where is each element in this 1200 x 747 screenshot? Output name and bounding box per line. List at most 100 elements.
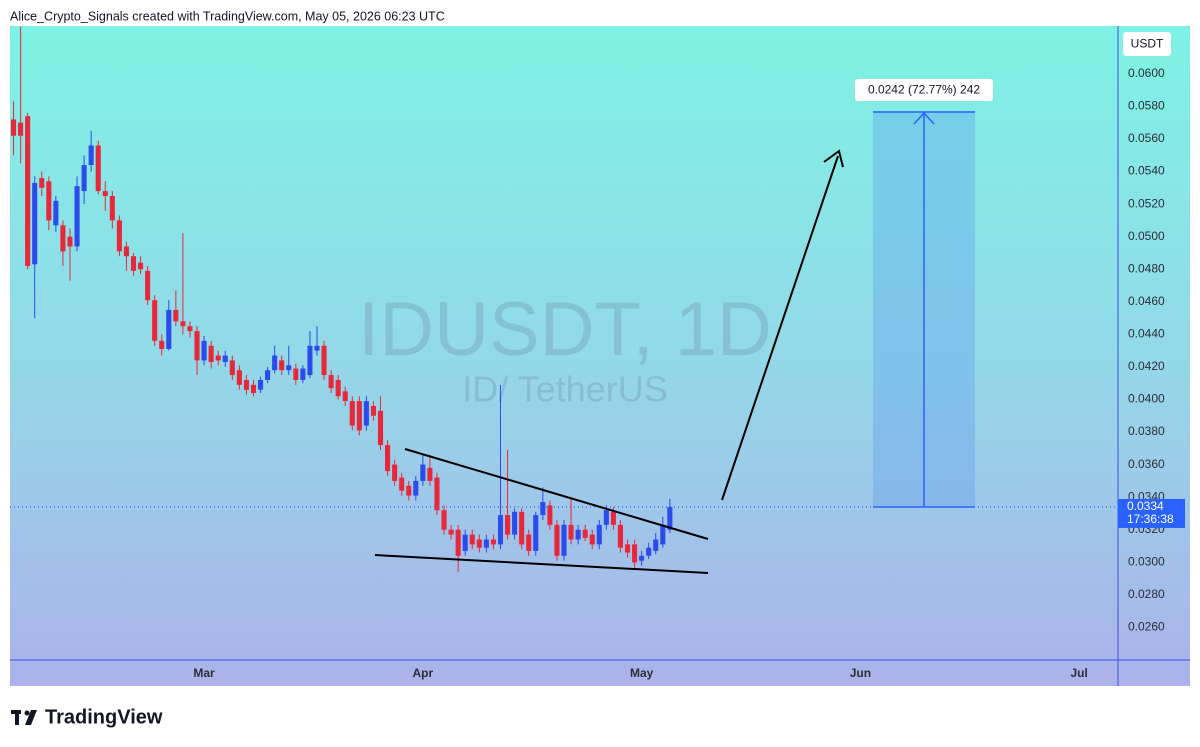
candle-body (46, 181, 52, 221)
candle-body (60, 225, 66, 252)
logo-text: TradingView (45, 706, 163, 728)
candle-body (159, 340, 165, 350)
candle-body (363, 401, 369, 426)
candle-body (180, 321, 186, 327)
watermark-title: IDUSDT, 1D (358, 287, 772, 372)
x-tick-label: May (630, 666, 654, 680)
candle-body (293, 368, 299, 380)
y-tick-label: 0.0380 (1128, 424, 1165, 438)
candle-body (265, 370, 271, 380)
y-tick-label: 0.0360 (1128, 457, 1165, 471)
currency-label: USDT (1131, 37, 1164, 51)
candle-body (554, 524, 560, 556)
candle-body (272, 355, 278, 371)
watermark-subtitle: ID/ TetherUS (462, 369, 667, 410)
candle-body (123, 246, 129, 257)
candle-body (469, 534, 475, 545)
candle-body (279, 360, 285, 371)
candle-body (455, 529, 461, 556)
candle-body (540, 502, 546, 516)
y-tick-label: 0.0560 (1128, 131, 1165, 145)
candle-body (349, 401, 355, 426)
candle-body (568, 524, 574, 540)
candle-body (392, 464, 398, 481)
y-tick-label: 0.0300 (1128, 554, 1165, 568)
header-text: Alice_Crypto_Signals created with Tradin… (10, 9, 445, 23)
logo-mark (15, 710, 19, 725)
candle-body (201, 340, 207, 361)
candle-body (575, 529, 581, 540)
candle-body (95, 145, 101, 192)
candle-body (617, 524, 623, 548)
y-tick-label: 0.0600 (1128, 66, 1165, 80)
candle-body (102, 191, 108, 196)
logo: TradingView (11, 706, 163, 728)
candle-body (342, 391, 348, 402)
y-tick-label: 0.0260 (1128, 620, 1165, 634)
x-tick-label: Jul (1071, 666, 1088, 680)
candle-body (81, 165, 87, 192)
candle-body (483, 539, 489, 548)
y-tick-label: 0.0520 (1128, 196, 1165, 210)
y-tick-label: 0.0460 (1128, 294, 1165, 308)
candle-body (526, 534, 532, 551)
candle-body (596, 524, 602, 545)
candle-body (109, 195, 115, 221)
candle-body (10, 119, 17, 136)
plot-area (10, 26, 1118, 573)
candle-body (314, 345, 320, 351)
candle-body (667, 506, 673, 530)
candle-body (138, 262, 144, 270)
candle-body (582, 529, 588, 538)
candle-body (300, 368, 306, 380)
candle-body (561, 524, 567, 556)
candle-body (250, 384, 257, 393)
candle-body (257, 379, 264, 390)
measure-label-box (855, 79, 993, 101)
candle-body (215, 355, 221, 361)
candle-body (632, 544, 638, 563)
candle-body (88, 145, 94, 166)
y-tick-label: 0.0580 (1128, 99, 1165, 113)
candle-body (377, 410, 384, 446)
candle-body (533, 515, 539, 551)
candle-body (116, 220, 122, 252)
y-tick-label: 0.0480 (1128, 261, 1165, 275)
candle-body (476, 539, 482, 548)
candle-body (448, 529, 454, 535)
candle-body (32, 182, 38, 265)
measure-arrow-head (913, 111, 935, 125)
trendline-upper (404, 448, 709, 540)
candle-body (497, 515, 504, 545)
candle-body (208, 345, 214, 363)
candle-body (74, 186, 80, 247)
candle-body (307, 345, 313, 376)
candle-body (660, 524, 666, 545)
candle-body (370, 406, 376, 416)
projection-arrow (721, 155, 839, 501)
y-tick-label: 0.0280 (1128, 587, 1165, 601)
last-price-label: 0.0334 (1127, 499, 1164, 513)
candle-body (130, 256, 137, 271)
y-tick-label: 0.0500 (1128, 229, 1165, 243)
candle-body (610, 511, 616, 525)
candle-body (639, 555, 645, 561)
candle-body (39, 178, 45, 188)
candle-body (229, 360, 235, 376)
candle-body (187, 326, 193, 332)
candle-body (236, 370, 242, 385)
candle-body (335, 379, 341, 397)
y-tick-label: 0.0420 (1128, 359, 1165, 373)
candle-body (646, 547, 652, 556)
candle-body (18, 122, 24, 136)
candle-body (413, 480, 419, 496)
candle-body (243, 379, 249, 390)
candle-body (286, 365, 292, 371)
candle-body (589, 534, 595, 545)
x-tick-label: Mar (193, 666, 215, 680)
candle-body (441, 510, 447, 530)
candle-body (434, 477, 440, 511)
candle-body (406, 485, 412, 496)
logo-mark (25, 710, 37, 725)
